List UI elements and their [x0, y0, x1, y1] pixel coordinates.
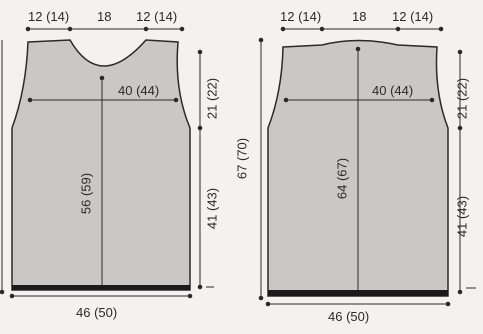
front-bottom-width-label: 46 (50) — [76, 305, 118, 320]
back-shoulder-left-label: 12 (14) — [280, 9, 322, 24]
back-side-label: 41 (43) — [454, 195, 470, 238]
front-ribbing — [12, 285, 190, 290]
back-total-length-label: 67 (70) — [234, 137, 250, 180]
back-bottom-width-label: 46 (50) — [328, 309, 370, 324]
back-ribbing — [268, 290, 448, 296]
front-neck-label: 18 — [97, 9, 112, 24]
back-armhole-label: 21 (22) — [454, 77, 470, 120]
front-shoulder-right-label: 12 (14) — [136, 9, 178, 24]
back-shoulder-right-label: 12 (14) — [392, 9, 434, 24]
front-chest-width-label: 40 (44) — [118, 83, 160, 98]
back-neck-label: 18 — [352, 9, 367, 24]
back-chest-width-label: 40 (44) — [372, 83, 414, 98]
front-side-label: 41 (43) — [204, 187, 220, 230]
front-shoulder-left-label: 12 (14) — [28, 9, 70, 24]
front-armhole-label: 21 (22) — [204, 77, 220, 120]
back-center-length-label: 64 (67) — [334, 157, 350, 200]
front-panel — [11, 39, 191, 291]
front-center-length-label: 56 (59) — [78, 172, 94, 215]
